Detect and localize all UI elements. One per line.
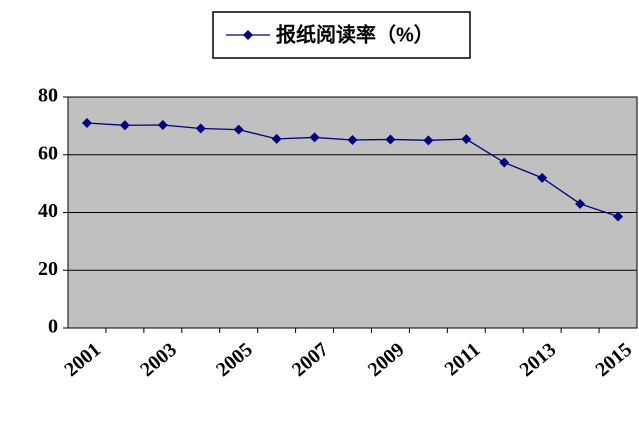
legend-marker xyxy=(243,30,253,40)
point xyxy=(537,172,548,183)
point xyxy=(233,124,244,135)
y-tick-label: 60 xyxy=(38,142,58,164)
point xyxy=(309,132,320,143)
x-tick-label: 2013 xyxy=(516,338,561,381)
point xyxy=(385,134,396,145)
x-tick-label: 2011 xyxy=(441,338,485,380)
x-tick-label: 2015 xyxy=(591,338,636,381)
x-tick-label: 2007 xyxy=(288,338,333,381)
x-tick-label: 2009 xyxy=(364,338,409,381)
point xyxy=(499,157,510,168)
point xyxy=(423,135,434,146)
y-tick-label: 80 xyxy=(38,85,58,107)
point xyxy=(271,133,282,144)
x-tick-label: 2003 xyxy=(136,338,181,381)
point xyxy=(347,135,358,146)
point xyxy=(81,117,92,128)
x-tick-label: 2005 xyxy=(212,338,257,381)
legend-label: 报纸阅读率（%） xyxy=(276,22,434,46)
point xyxy=(613,211,624,222)
y-tick-label: 20 xyxy=(38,258,58,280)
y-tick-label: 40 xyxy=(38,200,58,222)
y-tick-label: 0 xyxy=(48,316,58,338)
x-tick-label: 2001 xyxy=(60,338,105,381)
point xyxy=(119,120,130,131)
point xyxy=(195,123,206,134)
point xyxy=(157,120,168,131)
point xyxy=(461,134,472,145)
point xyxy=(575,198,586,209)
